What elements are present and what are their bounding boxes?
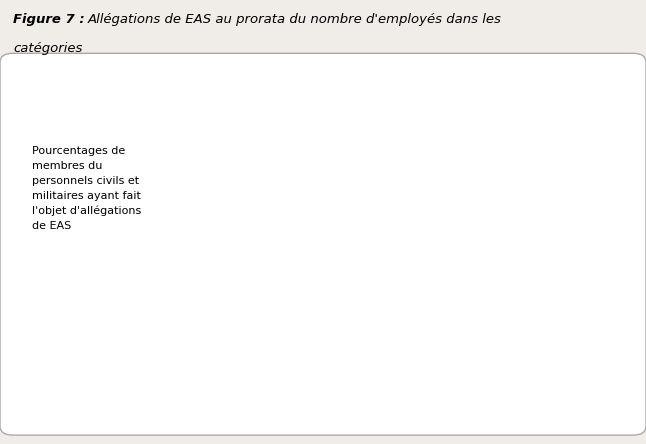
Text: 0,04%: 0,04%	[241, 361, 271, 371]
Text: 0,09%: 0,09%	[433, 345, 464, 355]
Text: Allégations de EAS au prorata du nombre d'employés dans les: Allégations de EAS au prorata du nombre …	[87, 13, 501, 26]
Text: 0,07%: 0,07%	[413, 351, 444, 361]
Bar	[439, 358, 459, 386]
Text: 0,03%: 0,03%	[261, 364, 291, 374]
Text: 0,13%: 0,13%	[318, 333, 349, 342]
Bar	[246, 374, 266, 386]
Text: 0,26%: 0,26%	[471, 292, 501, 301]
Bar	[361, 158, 381, 386]
Text: 0,14%: 0,14%	[491, 329, 521, 339]
Bar	[381, 298, 401, 386]
Text: Figure 7 :: Figure 7 :	[13, 13, 89, 26]
Text: 0,28%: 0,28%	[376, 285, 406, 295]
Text: 0,73%: 0,73%	[356, 144, 386, 155]
Bar	[266, 377, 286, 386]
Bar	[324, 345, 344, 386]
Text: catégories: catégories	[13, 42, 82, 55]
Text: 0,11%: 0,11%	[298, 339, 329, 349]
Bar	[496, 342, 516, 386]
Text: Pourcentages de
membres du
personnels civils et
militaires ayant fait
l'objet d': Pourcentages de membres du personnels ci…	[32, 147, 141, 231]
X-axis label: Année: Année	[361, 415, 401, 428]
Bar	[476, 305, 496, 386]
Legend: Personnel civil, Personnel militaire: Personnel civil, Personnel militaire	[541, 126, 646, 153]
Bar	[419, 365, 439, 386]
Bar	[304, 352, 324, 386]
